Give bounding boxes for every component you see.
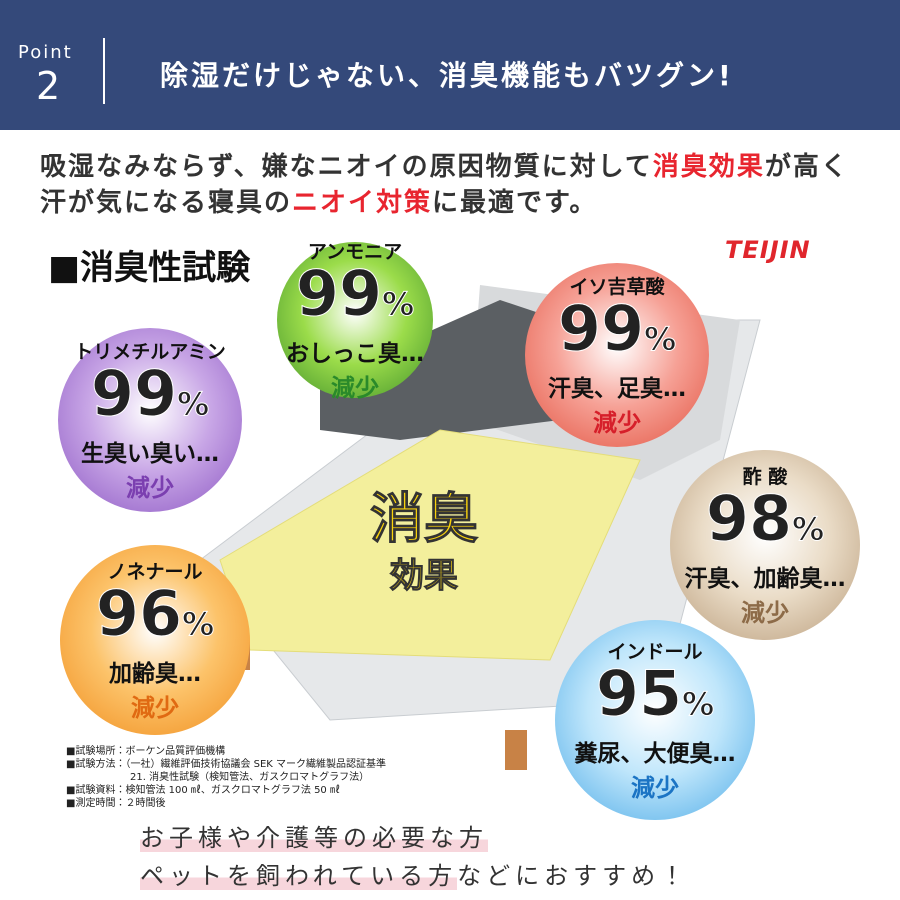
odor-circle: アンモニア 99% おしっこ臭… 減少 [277,241,433,402]
text: 汗が気になる寝具の [40,188,293,218]
percent: 95% [595,662,715,734]
text: お子様や介護等の必要な方 [140,824,488,852]
center-effect: 消臭 効果 [370,487,479,597]
result: 減少 [631,774,679,802]
point-label: Point [18,42,73,63]
odor-type: 糞尿、大便臭… [574,741,736,767]
percent-value: 95 [595,657,683,730]
pillow [320,300,560,440]
percent: 99% [295,262,415,334]
odor-name: イソ吉草酸 [569,276,665,298]
result: 減少 [126,474,174,502]
note: ■試験場所：ボーケン品質評価機構 [66,746,226,757]
percent-value: 98 [705,482,793,555]
footer-line: ペットを飼われている方などにおすすめ！ [140,856,689,891]
odor-circle: 酢 酸 98% 汗臭、加齢臭… 減少 [670,450,860,640]
percent-unit: % [182,605,215,644]
odor-name: トリメチルアミン [74,341,226,363]
result: 減少 [331,374,379,402]
text: に最適です。 [432,188,598,218]
point-number: 2 [36,64,61,108]
percent: 99% [90,362,210,434]
intro-line: 汗が気になる寝具のニオイ対策に最適です。 [40,182,597,219]
odor-circle: ノネナール 96% 加齢臭… 減少 [60,545,250,735]
odor-name: ノネナール [107,561,203,583]
odor-type: 加齢臭… [109,661,201,687]
note: ■測定時間：２時間後 [66,798,166,809]
percent-value: 99 [295,257,383,330]
odor-type: 汗臭、足臭… [548,376,686,402]
percent: 99% [557,297,677,369]
result: 減少 [741,599,789,627]
percent: 98% [705,487,825,559]
footer-line: お子様や介護等の必要な方 [140,818,488,853]
percent-value: 99 [90,357,178,430]
odor-name: アンモニア [307,241,403,263]
center-line: 効果 [390,556,459,597]
odor-circle: インドール 95% 糞尿、大便臭… 減少 [555,620,755,820]
center-line: 消臭 [370,487,479,550]
brand-logo: TEIJIN [725,236,811,264]
percent-value: 96 [95,577,183,650]
odor-name: 酢 酸 [742,466,788,488]
note: ■試験資料：検知管法 100 ㎖、ガスクロマトグラフ法 50 ㎖ [66,785,340,796]
text: 吸湿なみならず、嫌なニオイの原因物質に対して [40,152,653,182]
highlight: ニオイ対策 [292,188,433,218]
odor-type: 汗臭、加齢臭… [684,566,846,592]
percent-unit: % [382,285,415,324]
text: などにおすすめ！ [457,862,690,890]
percent-unit: % [644,320,677,359]
text: が高く [764,152,849,182]
result: 減少 [593,409,641,437]
divider [103,38,105,104]
leg [505,730,527,770]
percent-value: 99 [557,292,645,365]
percent-unit: % [792,510,825,549]
odor-type: 生臭い臭い… [81,441,219,467]
percent-unit: % [682,685,715,724]
note: 21. 消臭性試験（検知管法、ガスクロマトグラフ法） [130,772,370,783]
section-title: ■消臭性試験 [48,248,251,288]
odor-name: インドール [607,641,703,663]
percent-unit: % [177,385,210,424]
percent: 96% [95,582,215,654]
odor-type: おしっこ臭… [286,341,424,367]
highlight: 消臭効果 [652,152,765,182]
header-band: Point 2 除湿だけじゃない、消臭機能もバツグン! [0,0,900,130]
header-title: 除湿だけじゃない、消臭機能もバツグン! [160,59,734,92]
odor-circle: トリメチルアミン 99% 生臭い臭い… 減少 [58,328,242,512]
odor-circle: イソ吉草酸 99% 汗臭、足臭… 減少 [525,263,709,447]
text: ペットを飼われている方 [140,862,458,890]
intro-line: 吸湿なみならず、嫌なニオイの原因物質に対して消臭効果が高く [40,146,849,183]
note: ■試験方法：（一社）繊維評価技術協議会 SEK マーク繊維製品認証基準 [66,759,387,770]
result: 減少 [131,694,179,722]
